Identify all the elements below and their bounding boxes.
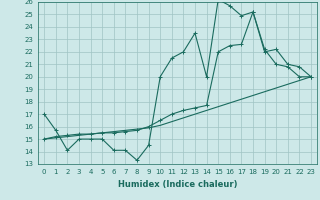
X-axis label: Humidex (Indice chaleur): Humidex (Indice chaleur) xyxy=(118,180,237,189)
